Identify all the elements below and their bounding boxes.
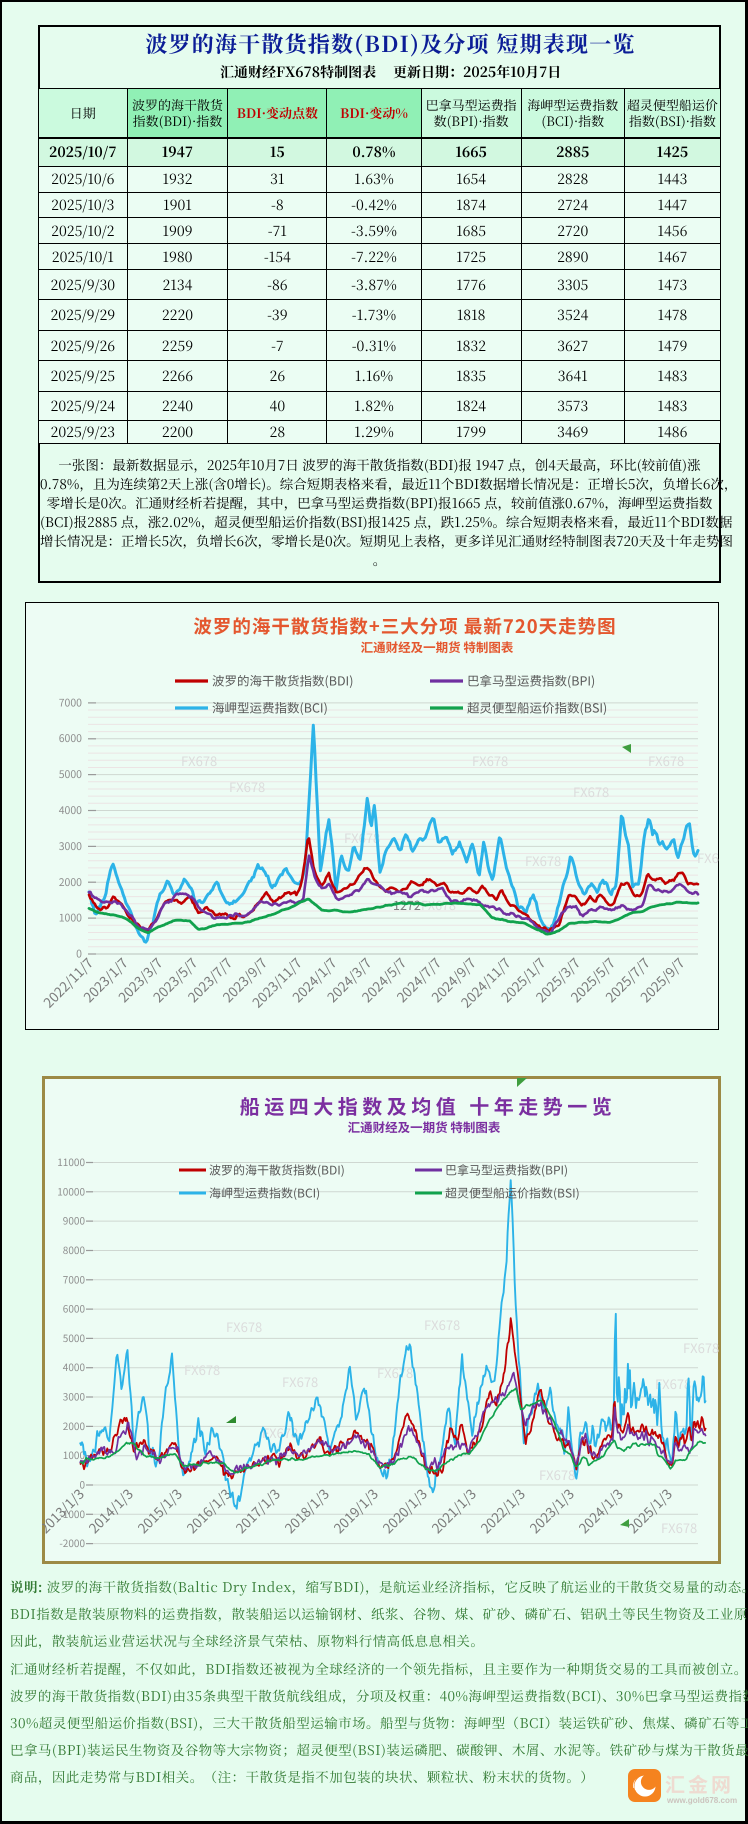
- svg-text:4000: 4000: [63, 1359, 86, 1374]
- svg-text:FX678: FX678: [229, 777, 265, 796]
- svg-text:FX678: FX678: [184, 1360, 220, 1379]
- svg-text:8000: 8000: [63, 1242, 86, 1257]
- svg-text:11000: 11000: [57, 1154, 85, 1169]
- svg-text:巴拿马型运费指数(BPI): 巴拿马型运费指数(BPI): [467, 671, 595, 690]
- svg-text:巴拿马型运费指数(BPI): 巴拿马型运费指数(BPI): [445, 1162, 568, 1179]
- svg-text:2000: 2000: [59, 875, 82, 890]
- svg-text:波罗的海干散货指数+三大分项 最新720天走势图: 波罗的海干散货指数+三大分项 最新720天走势图: [193, 613, 616, 639]
- svg-text:海岬型运费指数(BCI): 海岬型运费指数(BCI): [209, 1185, 320, 1202]
- svg-text:FX678: FX678: [424, 1315, 460, 1334]
- svg-text:10000: 10000: [57, 1183, 85, 1198]
- svg-text:7000: 7000: [59, 695, 82, 710]
- svg-text:FX678: FX678: [262, 1423, 298, 1442]
- svg-text:波罗的海干散货指数(BDI): 波罗的海干散货指数(BDI): [209, 1162, 345, 1179]
- svg-text:波罗的海干散货指数(BDI): 波罗的海干散货指数(BDI): [212, 671, 353, 690]
- svg-text:FX678: FX678: [539, 1465, 575, 1484]
- svg-text:FX678: FX678: [683, 1338, 719, 1357]
- svg-text:FX678: FX678: [697, 848, 719, 867]
- svg-text:FX678: FX678: [525, 851, 561, 870]
- svg-text:2000: 2000: [63, 1418, 86, 1433]
- svg-text:超灵便型船运价指数(BSI): 超灵便型船运价指数(BSI): [445, 1185, 580, 1202]
- svg-text:-2000: -2000: [59, 1535, 85, 1550]
- svg-text:海岬型运费指数(BCI): 海岬型运费指数(BCI): [212, 698, 328, 717]
- svg-text:FX678: FX678: [573, 782, 609, 801]
- svg-text:船运四大指数及均值 十年走势一览: 船运四大指数及均值 十年走势一览: [240, 1091, 617, 1120]
- svg-text:9000: 9000: [63, 1213, 86, 1228]
- svg-text:-1000: -1000: [59, 1506, 85, 1521]
- svg-text:FX678: FX678: [472, 751, 508, 770]
- svg-text:FX678: FX678: [648, 751, 684, 770]
- svg-text:0: 0: [76, 947, 82, 962]
- svg-text:5000: 5000: [59, 767, 82, 782]
- svg-text:4000: 4000: [59, 803, 82, 818]
- svg-text:FX678: FX678: [655, 1374, 691, 1393]
- svg-text:3000: 3000: [59, 839, 82, 854]
- svg-text:超灵便型船运价指数(BSI): 超灵便型船运价指数(BSI): [467, 698, 607, 717]
- svg-text:FX678: FX678: [377, 1363, 413, 1382]
- svg-text:5000: 5000: [63, 1330, 86, 1345]
- svg-text:1000: 1000: [63, 1447, 86, 1462]
- svg-text:0: 0: [79, 1477, 85, 1492]
- svg-text:3000: 3000: [63, 1389, 86, 1404]
- svg-text:FX678: FX678: [226, 1317, 262, 1336]
- svg-text:汇通财经及一期货 特制图表: 汇通财经及一期货 特制图表: [361, 637, 514, 656]
- svg-text:FX678: FX678: [282, 1372, 318, 1391]
- svg-text:7000: 7000: [63, 1271, 86, 1286]
- svg-text:FX678: FX678: [661, 1518, 697, 1537]
- svg-text:6000: 6000: [59, 731, 82, 746]
- svg-text:1000: 1000: [59, 911, 82, 926]
- svg-text:FX678: FX678: [181, 751, 217, 770]
- svg-text:汇通财经及一期货 特制图表: 汇通财经及一期货 特制图表: [348, 1117, 501, 1136]
- svg-text:6000: 6000: [63, 1301, 86, 1316]
